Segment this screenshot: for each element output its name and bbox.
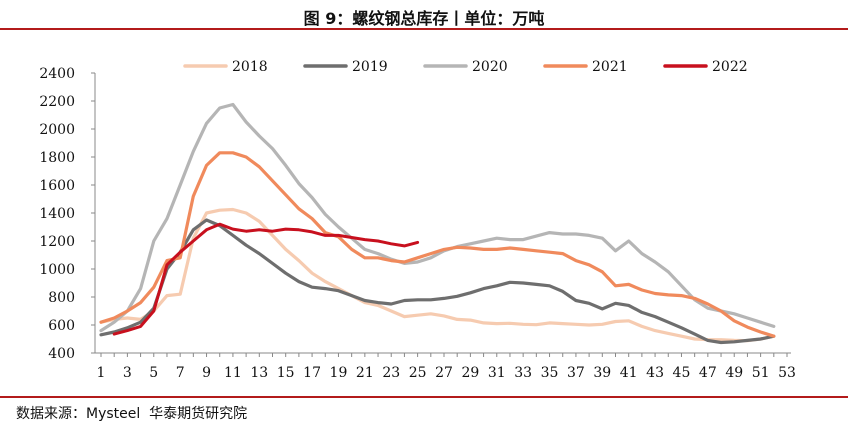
legend-label-2019: 2019 xyxy=(352,59,388,75)
x-tick-label: 13 xyxy=(250,365,268,381)
x-tick-label: 21 xyxy=(356,365,374,381)
x-tick-label: 7 xyxy=(176,365,185,381)
x-tick-label: 31 xyxy=(488,365,506,381)
y-tick-label: 2400 xyxy=(39,66,75,82)
x-tick-label: 51 xyxy=(752,365,770,381)
x-tick-label: 33 xyxy=(514,365,532,381)
y-tick-label: 1000 xyxy=(39,262,75,278)
source-note: 数据来源：Mysteel 华泰期货研究院 xyxy=(16,403,247,423)
chart-title: 图 9：螺纹钢总库存丨单位：万吨 xyxy=(303,9,545,28)
y-tick-label: 1800 xyxy=(39,150,75,166)
title-bar: 图 9：螺纹钢总库存丨单位：万吨 xyxy=(0,0,848,30)
x-tick-label: 43 xyxy=(646,365,664,381)
x-tick-label: 3 xyxy=(123,365,132,381)
x-tick-label: 25 xyxy=(409,365,427,381)
y-tick-label: 1600 xyxy=(39,178,75,194)
y-tick-label: 400 xyxy=(48,346,75,362)
x-tick-label: 41 xyxy=(620,365,638,381)
x-tick-label: 39 xyxy=(593,365,611,381)
series-line-2020 xyxy=(99,102,776,333)
y-tick-label: 2200 xyxy=(39,94,75,110)
series-line-2018 xyxy=(99,207,776,343)
x-tick-label: 47 xyxy=(699,365,717,381)
x-tick-label: 49 xyxy=(725,365,743,381)
series-line-2019 xyxy=(99,218,776,345)
chart: 400 600 800 1000 1200 1400 1600 1800 2000 2200 240… xyxy=(39,59,796,381)
legend-label-2018: 2018 xyxy=(232,59,268,75)
x-tick-label: 15 xyxy=(277,365,295,381)
series-line-2021 xyxy=(99,151,776,338)
x-tick-label: 11 xyxy=(224,365,242,381)
x-tick-label: 23 xyxy=(382,365,400,381)
x-tick-label: 1 xyxy=(97,365,106,381)
x-tick-label: 27 xyxy=(435,365,453,381)
x-tick-label: 45 xyxy=(673,365,691,381)
y-tick-label: 600 xyxy=(48,318,75,334)
source-text: Mysteel 华泰期货研究院 xyxy=(86,406,248,422)
x-tick-label: 19 xyxy=(330,365,348,381)
legend-label-2020: 2020 xyxy=(472,59,508,75)
x-tick-label: 29 xyxy=(461,365,479,381)
legend-label-2021: 2021 xyxy=(592,59,628,75)
x-tick-label: 9 xyxy=(202,365,211,381)
x-tick-label: 53 xyxy=(778,365,796,381)
x-tick-label: 17 xyxy=(303,365,321,381)
y-tick-label: 800 xyxy=(48,290,75,306)
y-tick-label: 1400 xyxy=(39,206,75,222)
bottom-rule xyxy=(0,396,848,398)
x-tick-label: 37 xyxy=(567,365,585,381)
source-label: 数据来源： xyxy=(16,406,86,422)
x-tick-label: 5 xyxy=(149,365,158,381)
x-tick-label: 35 xyxy=(541,365,559,381)
y-tick-label: 1200 xyxy=(39,234,75,250)
y-tick-label: 2000 xyxy=(39,122,75,138)
legend-label-2022: 2022 xyxy=(712,59,748,75)
series-line-2022 xyxy=(112,222,420,336)
